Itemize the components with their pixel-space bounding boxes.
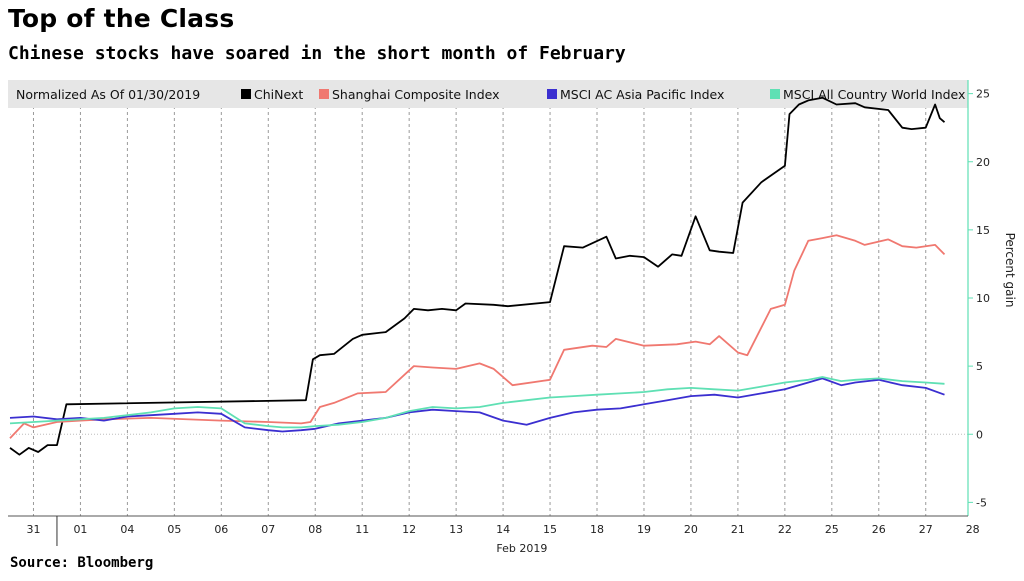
x-tick-label: 25 xyxy=(825,523,839,536)
x-tick-label: 31 xyxy=(26,523,40,536)
x-tick-label: 28 xyxy=(966,523,980,536)
legend-label: Shanghai Composite Index xyxy=(332,87,500,102)
y-tick-label: 10 xyxy=(976,292,990,305)
x-tick-label: 08 xyxy=(308,523,322,536)
legend-swatch xyxy=(241,89,251,99)
y-tick-label: 5 xyxy=(976,360,983,373)
x-tick-label: 07 xyxy=(261,523,275,536)
y-tick-label: 20 xyxy=(976,156,990,169)
source-note: Source: Bloomberg xyxy=(10,555,154,571)
x-tick-label: 26 xyxy=(872,523,886,536)
x-tick-label: 15 xyxy=(543,523,557,536)
series-line xyxy=(9,96,946,456)
legend-label: ChiNext xyxy=(254,87,303,102)
legend-swatch xyxy=(547,89,557,99)
legend: Normalized As Of 01/30/2019 ChiNext Shangh… xyxy=(8,80,968,108)
x-tick-label: 06 xyxy=(214,523,228,536)
legend-label: MSCI AC Asia Pacific Index xyxy=(560,87,724,102)
x-tick-label: 04 xyxy=(120,523,134,536)
legend-label: MSCI All Country World Index xyxy=(783,87,965,102)
x-tick-label: 01 xyxy=(73,523,87,536)
legend-swatch xyxy=(770,89,780,99)
x-tick-label: 19 xyxy=(637,523,651,536)
x-tick-label: 27 xyxy=(919,523,933,536)
y-tick-label: 0 xyxy=(976,428,983,441)
y-tick-label: 25 xyxy=(976,88,990,101)
x-tick-label: 05 xyxy=(167,523,181,536)
x-tick-label: 20 xyxy=(684,523,698,536)
grid-lines xyxy=(10,106,968,516)
x-axis-title: Feb 2019 xyxy=(496,542,547,555)
series-line xyxy=(9,234,946,439)
legend-background xyxy=(8,80,968,108)
x-tick-label: 12 xyxy=(402,523,416,536)
x-tick-label: 21 xyxy=(731,523,745,536)
x-tick-label: 14 xyxy=(496,523,510,536)
series-lines xyxy=(9,96,946,456)
x-tick-label: 11 xyxy=(355,523,369,536)
x-tick-label: 22 xyxy=(778,523,792,536)
chart-subtitle: Chinese stocks have soared in the short … xyxy=(8,43,626,64)
y-axis-title: Percent gain xyxy=(1003,233,1017,308)
y-tick-label: 15 xyxy=(976,224,990,237)
x-tick-label: 18 xyxy=(590,523,604,536)
series-line xyxy=(9,377,945,433)
legend-note: Normalized As Of 01/30/2019 xyxy=(16,87,200,102)
y-tick-label: -5 xyxy=(976,496,987,509)
legend-swatch xyxy=(319,89,329,99)
series-line xyxy=(9,376,945,429)
x-tick-label: 13 xyxy=(449,523,463,536)
chart-title: Top of the Class xyxy=(8,4,235,33)
